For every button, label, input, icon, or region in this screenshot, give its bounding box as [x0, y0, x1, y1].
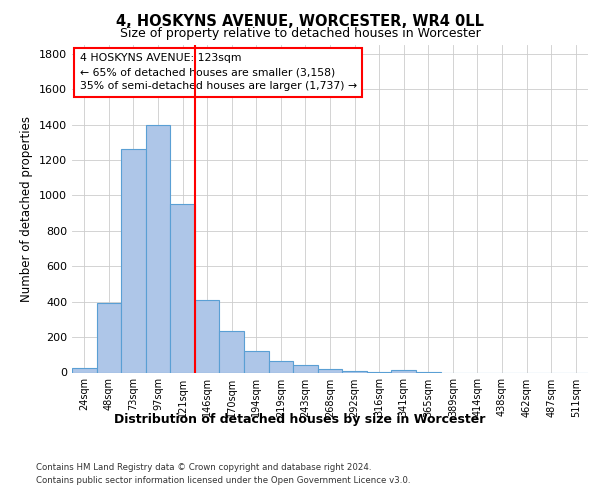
Bar — [121, 150, 146, 372]
Bar — [170, 204, 195, 372]
Bar — [391, 370, 416, 372]
Bar — [72, 368, 97, 372]
Text: Distribution of detached houses by size in Worcester: Distribution of detached houses by size … — [115, 412, 485, 426]
Text: Contains HM Land Registry data © Crown copyright and database right 2024.: Contains HM Land Registry data © Crown c… — [36, 462, 371, 471]
Text: 4 HOSKYNS AVENUE: 123sqm
← 65% of detached houses are smaller (3,158)
35% of sem: 4 HOSKYNS AVENUE: 123sqm ← 65% of detach… — [80, 53, 357, 91]
Bar — [97, 304, 121, 372]
Bar — [342, 370, 367, 372]
Bar — [318, 369, 342, 372]
Y-axis label: Number of detached properties: Number of detached properties — [20, 116, 34, 302]
Bar — [244, 352, 269, 372]
Bar — [220, 331, 244, 372]
Bar — [269, 361, 293, 372]
Bar — [195, 300, 220, 372]
Bar — [146, 124, 170, 372]
Text: Size of property relative to detached houses in Worcester: Size of property relative to detached ho… — [119, 28, 481, 40]
Bar — [293, 366, 318, 372]
Text: Contains public sector information licensed under the Open Government Licence v3: Contains public sector information licen… — [36, 476, 410, 485]
Text: 4, HOSKYNS AVENUE, WORCESTER, WR4 0LL: 4, HOSKYNS AVENUE, WORCESTER, WR4 0LL — [116, 14, 484, 29]
